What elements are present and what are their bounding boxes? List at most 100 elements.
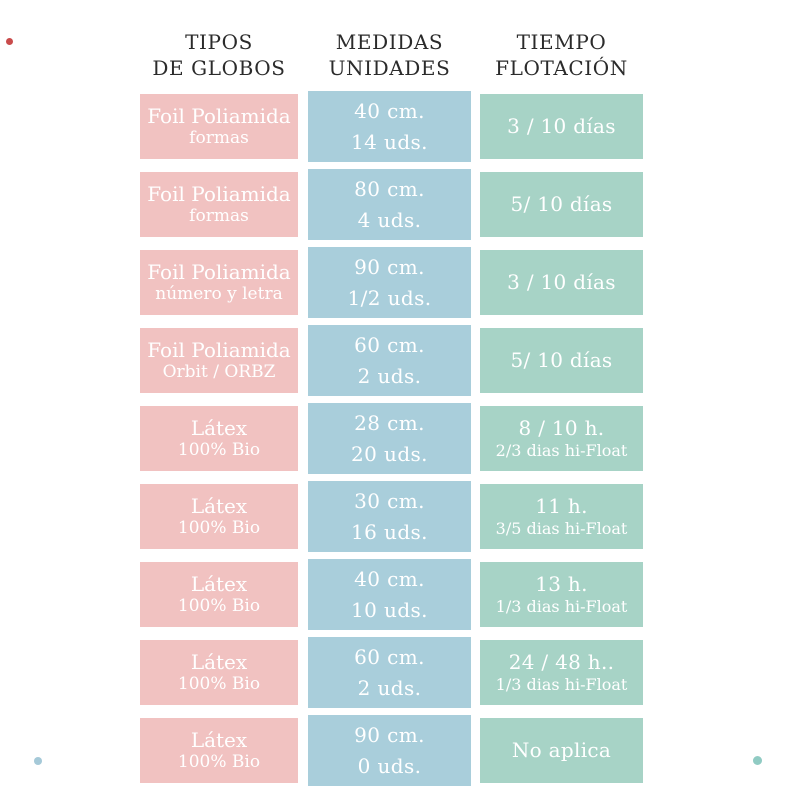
table-row: Foil Poliamida número y letra 90 cm. 1/2 ud… xyxy=(140,247,643,318)
header-line: DE GLOBOS xyxy=(152,55,286,80)
balloon-type-label: Látex xyxy=(190,493,248,518)
units-label: 2 uds. xyxy=(357,675,422,700)
size-label: 40 cm. xyxy=(354,566,425,591)
header-line: FLOTACIÓN xyxy=(495,55,628,80)
header-line: MEDIDAS xyxy=(335,30,444,54)
balloon-type-cell: Látex 100% Bio xyxy=(140,562,298,627)
balloon-type-cell: Foil Poliamida número y letra xyxy=(140,250,298,315)
table-row: Látex 100% Bio 28 cm. 20 uds. 8 / 10 h. 2/3 d… xyxy=(140,403,643,474)
table-row: Látex 100% Bio 40 cm. 10 uds. 13 h. 1/3 dias … xyxy=(140,559,643,630)
float-time-cell: 5/ 10 días xyxy=(480,172,643,237)
size-label: 90 cm. xyxy=(354,722,425,747)
size-units-cell: 40 cm. 14 uds. xyxy=(308,91,471,162)
float-time-sublabel: 2/3 dias hi-Float xyxy=(495,441,628,461)
float-time-cell: 3 / 10 días xyxy=(480,94,643,159)
size-units-cell: 90 cm. 0 uds. xyxy=(308,715,471,786)
balloon-type-label: Foil Poliamida xyxy=(147,103,291,128)
units-label: 0 uds. xyxy=(357,753,422,778)
balloon-type-label: Foil Poliamida xyxy=(147,337,291,362)
float-time-cell: 24 / 48 h.. 1/3 dias hi-Float xyxy=(480,640,643,705)
column-header-tipos: TIPOS DE GLOBOS xyxy=(140,30,298,81)
float-time-sublabel: 3/5 dias hi-Float xyxy=(495,519,628,539)
units-label: 2 uds. xyxy=(357,363,422,388)
header-line: TIPOS xyxy=(185,30,253,54)
table-body: Foil Poliamida formas 40 cm. 14 uds. 3 / 10 … xyxy=(140,91,643,796)
header-line: UNIDADES xyxy=(328,55,451,80)
size-label: 90 cm. xyxy=(354,254,425,279)
table-header-row: TIPOS DE GLOBOS MEDIDAS UNIDADES TIEMPO … xyxy=(140,30,643,81)
balloon-type-cell: Látex 100% Bio xyxy=(140,718,298,783)
table-row: Foil Poliamida Orbit / ORBZ 60 cm. 2 uds. 5/… xyxy=(140,325,643,396)
float-time-sublabel: 1/3 dias hi-Float xyxy=(495,597,628,617)
size-label: 40 cm. xyxy=(354,98,425,123)
table-row: Foil Poliamida formas 40 cm. 14 uds. 3 / 10 … xyxy=(140,91,643,162)
float-time-label: 3 / 10 días xyxy=(507,114,616,138)
units-label: 10 uds. xyxy=(351,597,428,622)
size-units-cell: 40 cm. 10 uds. xyxy=(308,559,471,630)
balloon-type-label: Látex xyxy=(190,415,248,440)
balloon-type-sublabel: 100% Bio xyxy=(177,439,261,460)
float-time-label: 13 h. xyxy=(535,572,588,597)
float-time-label: 11 h. xyxy=(535,494,588,519)
float-time-label: 3 / 10 días xyxy=(507,270,616,294)
column-header-flotacion: TIEMPO FLOTACIÓN xyxy=(480,30,643,81)
balloon-type-sublabel: Orbit / ORBZ xyxy=(162,361,276,382)
balloon-type-sublabel: 100% Bio xyxy=(177,595,261,616)
blue-dot-decoration xyxy=(34,757,42,765)
balloon-type-sublabel: formas xyxy=(189,127,249,148)
column-header-medidas: MEDIDAS UNIDADES xyxy=(308,30,471,81)
balloon-type-sublabel: 100% Bio xyxy=(177,751,261,772)
table-row: Foil Poliamida formas 80 cm. 4 uds. 5/ 10 dí… xyxy=(140,169,643,240)
float-time-label: 8 / 10 h. xyxy=(518,416,605,441)
float-time-cell: 11 h. 3/5 dias hi-Float xyxy=(480,484,643,549)
balloon-type-sublabel: 100% Bio xyxy=(177,517,261,538)
float-time-cell: 8 / 10 h. 2/3 dias hi-Float xyxy=(480,406,643,471)
float-time-cell: 5/ 10 días xyxy=(480,328,643,393)
size-units-cell: 28 cm. 20 uds. xyxy=(308,403,471,474)
balloon-type-label: Látex xyxy=(190,571,248,596)
float-time-label: 5/ 10 días xyxy=(510,348,613,372)
balloon-type-label: Foil Poliamida xyxy=(147,181,291,206)
balloon-type-sublabel: formas xyxy=(189,205,249,226)
balloon-type-sublabel: número y letra xyxy=(155,283,283,304)
size-units-cell: 30 cm. 16 uds. xyxy=(308,481,471,552)
balloon-type-cell: Látex 100% Bio xyxy=(140,484,298,549)
header-line: TIEMPO xyxy=(516,30,607,54)
float-time-cell: 13 h. 1/3 dias hi-Float xyxy=(480,562,643,627)
balloon-type-cell: Látex 100% Bio xyxy=(140,640,298,705)
size-units-cell: 80 cm. 4 uds. xyxy=(308,169,471,240)
balloon-type-cell: Foil Poliamida Orbit / ORBZ xyxy=(140,328,298,393)
balloon-type-cell: Foil Poliamida formas xyxy=(140,172,298,237)
size-label: 28 cm. xyxy=(354,410,425,435)
size-label: 30 cm. xyxy=(354,488,425,513)
balloon-type-label: Látex xyxy=(190,727,248,752)
size-label: 80 cm. xyxy=(354,176,425,201)
balloon-type-label: Foil Poliamida xyxy=(147,259,291,284)
size-units-cell: 60 cm. 2 uds. xyxy=(308,637,471,708)
balloon-type-sublabel: 100% Bio xyxy=(177,673,261,694)
float-time-cell: 3 / 10 días xyxy=(480,250,643,315)
balloon-type-cell: Látex 100% Bio xyxy=(140,406,298,471)
table-row: Látex 100% Bio 60 cm. 2 uds. 24 / 48 h.. 1/3 … xyxy=(140,637,643,708)
size-label: 60 cm. xyxy=(354,332,425,357)
float-time-label: 24 / 48 h.. xyxy=(508,650,615,675)
size-units-cell: 60 cm. 2 uds. xyxy=(308,325,471,396)
balloon-type-cell: Foil Poliamida formas xyxy=(140,94,298,159)
float-time-sublabel: 1/3 dias hi-Float xyxy=(495,675,628,695)
size-label: 60 cm. xyxy=(354,644,425,669)
balloon-type-label: Látex xyxy=(190,649,248,674)
units-label: 4 uds. xyxy=(357,207,422,232)
units-label: 14 uds. xyxy=(351,129,428,154)
float-time-cell: No aplica xyxy=(480,718,643,783)
float-time-label: 5/ 10 días xyxy=(510,192,613,216)
size-units-cell: 90 cm. 1/2 uds. xyxy=(308,247,471,318)
units-label: 16 uds. xyxy=(351,519,428,544)
float-time-label: No aplica xyxy=(511,738,612,762)
units-label: 20 uds. xyxy=(351,441,428,466)
units-label: 1/2 uds. xyxy=(347,285,432,310)
teal-dot-decoration xyxy=(753,756,762,765)
red-dot-decoration xyxy=(6,38,13,45)
table-row: Látex 100% Bio 90 cm. 0 uds. No aplica xyxy=(140,715,643,786)
table-row: Látex 100% Bio 30 cm. 16 uds. 11 h. 3/5 dias … xyxy=(140,481,643,552)
